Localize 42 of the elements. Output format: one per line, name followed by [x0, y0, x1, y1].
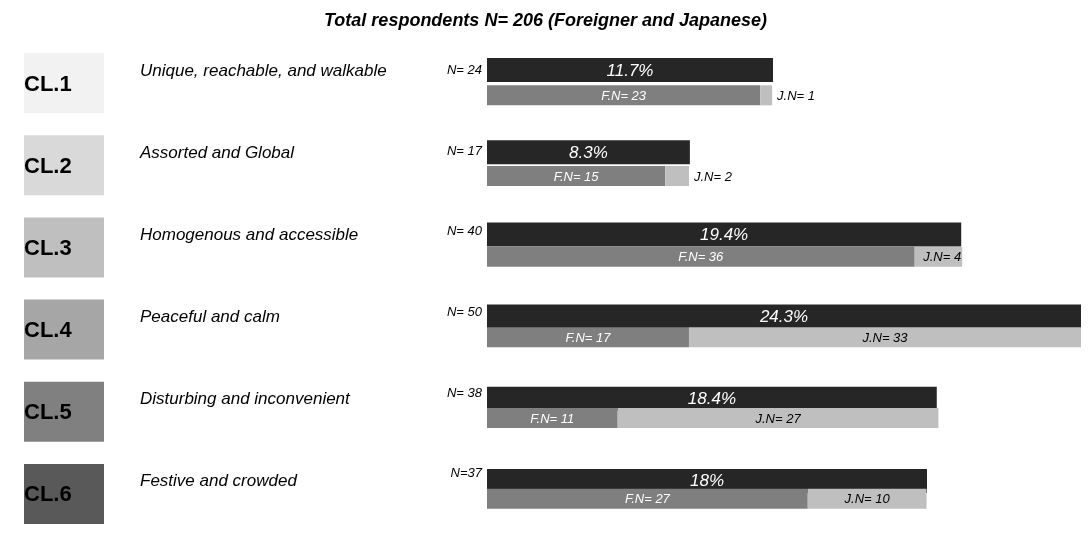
data-label: 8.3%	[569, 142, 608, 162]
bar	[665, 166, 689, 186]
data-label: 18.4%	[687, 389, 736, 409]
data-label: F.N= 11	[530, 410, 575, 426]
text: CL.4	[24, 317, 73, 343]
y-tick-label: Festive and crowded	[140, 471, 298, 491]
data-label: F.N= 15	[553, 168, 600, 184]
bar	[807, 488, 927, 509]
y-tick-label: Peaceful and calm	[140, 307, 280, 327]
data-label: 19.4%	[700, 224, 749, 244]
data-label: 24.3%	[758, 307, 809, 327]
text: CL.5	[24, 399, 72, 425]
text: CL.2	[24, 152, 72, 178]
data-label: 11.7%	[606, 60, 654, 80]
bar	[487, 85, 761, 106]
data-label: J.N= 2	[692, 168, 733, 184]
data-label: J.N= 27	[754, 410, 802, 426]
bar	[487, 408, 618, 428]
total-label: N=37	[450, 465, 483, 481]
total-label: N= 38	[446, 384, 483, 400]
total-label: N= 17	[446, 142, 483, 158]
data-label: J.N= 1	[776, 87, 816, 103]
text: CL.6	[24, 481, 72, 507]
data-label: F.N= 17	[565, 329, 612, 345]
text: CL.3	[24, 234, 72, 260]
data-label: F.N= 23	[601, 87, 647, 103]
data-label: F.N= 36	[678, 249, 725, 265]
y-tick-label: Assorted and Global	[139, 142, 296, 162]
y-tick-label: Disturbing and inconvenient	[140, 389, 352, 409]
chart-title: Total respondents N= 206 (Foreigner and Japanese)	[324, 10, 767, 30]
data-label: 18%	[689, 471, 725, 491]
total-label: N= 24	[446, 61, 482, 77]
total-label: N= 50	[446, 303, 483, 319]
bar	[760, 85, 773, 106]
data-label: J.N= 10	[843, 491, 891, 507]
total-label: N= 40	[446, 223, 483, 239]
data-label: F.N= 27	[624, 491, 671, 507]
data-label: J.N= 4	[922, 249, 962, 265]
data-label: J.N= 33	[861, 329, 909, 345]
y-tick-label: Homogenous and accessible	[140, 224, 359, 244]
y-tick-label: Unique, reachable, and walkable	[140, 60, 387, 80]
text: CL.1	[24, 70, 72, 96]
